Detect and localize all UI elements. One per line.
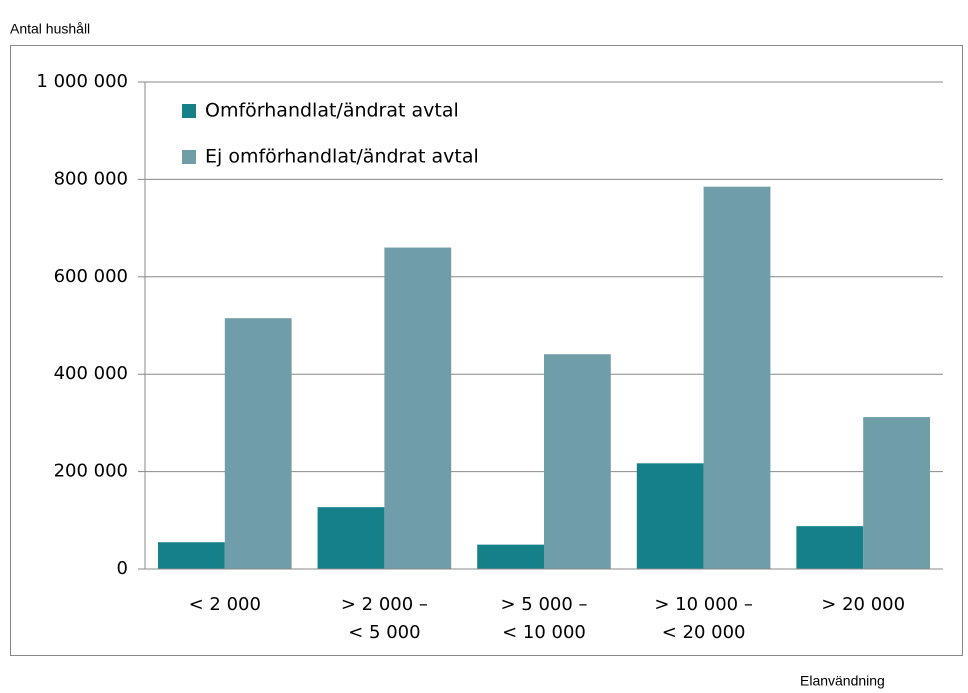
bar (224, 318, 292, 569)
bar (158, 542, 225, 569)
bar (636, 463, 704, 569)
x-axis-title: Elanvändning (800, 673, 885, 689)
x-tick-label: > 5 000 – < 10 000 (500, 594, 588, 643)
legend-label: Omförhandlat/ändrat avtal (205, 100, 459, 122)
legend-label: Ej omförhandlat/ändrat avtal (205, 146, 479, 168)
y-tick-label: 400 000 (54, 363, 128, 384)
bar (384, 247, 452, 569)
y-axis-title: Antal hushåll (10, 21, 90, 37)
bar (863, 417, 930, 569)
legend-swatch (182, 104, 196, 118)
chart-border (10, 45, 963, 656)
bar (317, 507, 385, 569)
y-tick-label: 1 000 000 (36, 71, 128, 92)
legend-swatch (182, 150, 196, 164)
x-tick-label: < 2 000 (188, 594, 261, 615)
x-tick-label: > 10 000 – < 20 000 (654, 594, 753, 643)
bar (477, 544, 544, 569)
bar (796, 526, 864, 569)
bar (703, 186, 771, 569)
y-tick-label: 600 000 (54, 266, 128, 287)
y-tick-label: 200 000 (54, 461, 128, 482)
x-tick-label: > 20 000 (821, 594, 906, 615)
x-tick-label: > 2 000 – < 5 000 (340, 594, 428, 643)
y-tick-label: 0 (117, 558, 128, 579)
bar (544, 354, 611, 569)
y-tick-label: 800 000 (54, 168, 128, 189)
